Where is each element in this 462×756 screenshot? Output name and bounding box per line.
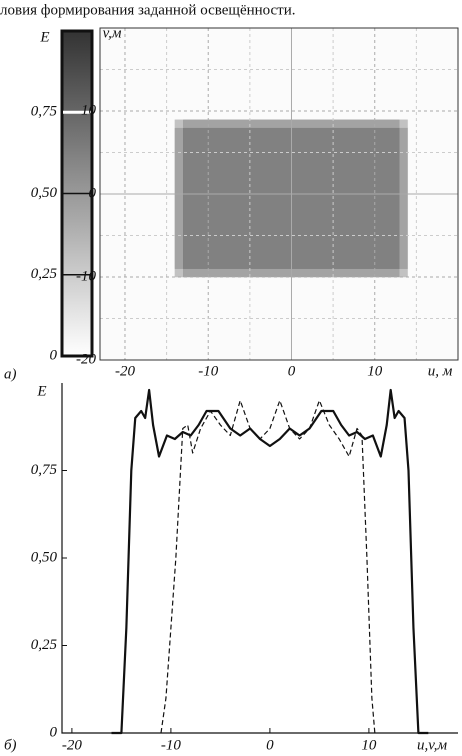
heatmap-cell [174,119,184,128]
y-tick-label: -10 [76,268,96,284]
heatmap-cell [99,27,176,120]
y-tick-label: 0 [50,724,58,740]
x-axis-label: u, м [428,363,453,379]
x-tick-label: -10 [198,363,218,379]
heatmap-cell [399,119,409,128]
x-tick-label: 10 [361,737,377,753]
plot-frame [99,27,459,361]
y-tick-label: 0 [50,347,58,363]
heatmap-cell [399,127,409,269]
y-tick-label: 0,75 [31,104,58,120]
caption: ловия формирования заданной освещённости… [0,2,296,18]
x-tick-label: 0 [266,737,274,753]
axes [61,383,458,734]
x-tick-label: -20 [62,737,82,753]
heatmap-cell [399,268,409,278]
x-tick-label: -10 [161,737,181,753]
heatmap-cell [174,27,184,120]
heatmap-cell [99,119,176,128]
heatmap-cell [174,268,184,278]
x-tick-label: 10 [367,363,383,379]
panel-label: б) [4,737,17,753]
x-axis-label: u,v,м [417,737,448,753]
data-line [160,399,376,734]
y-tick-label: -20 [76,351,96,367]
y-tick-label: 0,50 [31,185,58,201]
y-tick-label: 0,25 [31,266,58,282]
heatmap-cell [174,127,184,269]
y-tick-label: 0,50 [31,549,58,565]
heatmap-cell [407,127,459,269]
data-line [111,388,429,735]
y-axis-label: v,м [103,25,122,41]
y-tick-label: 0,75 [31,462,58,478]
y-tick-label: 0 [89,185,97,201]
heatmap-cell [399,27,409,120]
panel-label: а) [4,366,17,382]
y-tick-label: 10 [81,102,97,118]
x-tick-label: 0 [288,363,296,379]
y-axis-label: E [36,383,46,399]
heatmap-cell [407,119,459,128]
heatmap-cell [407,268,459,278]
heatmap-cell [99,268,176,278]
heatmap-cell [99,127,176,269]
x-tick-label: -20 [115,363,135,379]
y-axis-label: E [39,29,49,45]
heatmap-cell [407,27,459,120]
y-tick-label: 0,25 [31,637,58,653]
